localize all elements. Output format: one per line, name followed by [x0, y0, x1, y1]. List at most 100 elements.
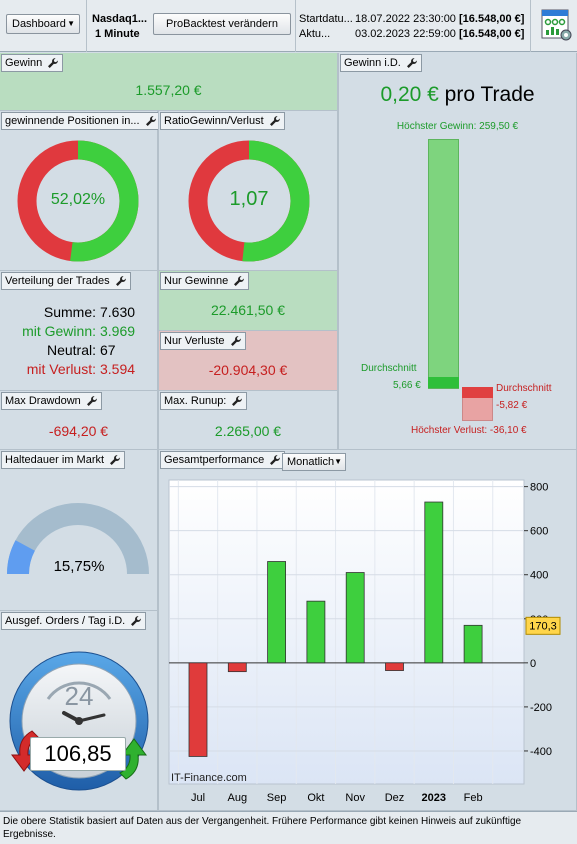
avg-gain-value: 5,66 € — [393, 380, 421, 391]
max-drawdown-title: Max Drawdown — [1, 392, 102, 410]
bar-2023[interactable] — [424, 501, 444, 664]
max-runup-title: Max. Runup: — [160, 392, 248, 410]
winning-positions-title: gewinnende Positionen in... — [1, 112, 161, 130]
wrench-icon[interactable] — [233, 275, 245, 287]
disclaimer: Die obere Statistik basiert auf Daten au… — [0, 811, 577, 844]
wrench-icon[interactable] — [145, 115, 157, 127]
holding-time-gauge — [7, 503, 149, 575]
ratio-donut — [188, 140, 310, 262]
neutral-count: 67 — [100, 342, 116, 358]
distribution-title-label: Verteilung der Trades — [5, 275, 110, 287]
bar-dez[interactable] — [385, 662, 404, 671]
only-gains-title: Nur Gewinne — [160, 272, 250, 290]
dashboard-dropdown[interactable]: Dashboard ▼ — [6, 14, 80, 34]
x-tick-label: Nov — [345, 792, 365, 804]
wrench-icon[interactable] — [406, 57, 418, 69]
gewinn-value: 1.557,20 € — [135, 82, 202, 98]
orders-per-day-value: 106,85 — [30, 737, 126, 771]
performance-chart: 8006004002000-200-400 JulAugSepOktNovDez… — [168, 479, 561, 804]
y-tick-label: -200 — [530, 702, 552, 714]
current-value-marker: 170,3 — [525, 616, 561, 635]
wrench-icon[interactable] — [269, 454, 281, 466]
period-dropdown[interactable]: Monatlich ▼ — [282, 453, 346, 471]
wrench-icon[interactable] — [86, 395, 98, 407]
gewinn-title: Gewinn — [1, 54, 64, 72]
winning-positions-donut — [17, 140, 139, 262]
bar-jul[interactable] — [188, 662, 208, 757]
period-label: Monatlich — [287, 456, 335, 468]
date-range: Startdatu... 18.07.2022 23:30:00 [16.548,0… — [299, 12, 524, 42]
only-losses-title: Nur Verluste — [160, 332, 246, 350]
x-tick-label: Jul — [191, 792, 205, 804]
current-equity: [16.548,00 €] — [459, 28, 525, 40]
neutral-label: Neutral: — [46, 342, 96, 358]
max-drawdown-panel: Max Drawdown -694,20 € — [0, 391, 158, 450]
distribution-list: Summe: 7.630 mit Gewinn: 3.969 Neutral: 67 … — [0, 303, 154, 379]
start-date: 18.07.2022 23:30:00 — [355, 13, 456, 25]
distribution-panel: Verteilung der Trades Summe: 7.630 mit Ge… — [0, 271, 158, 391]
wrench-icon[interactable] — [115, 275, 127, 287]
instrument-name: Nasdaq1... — [92, 13, 148, 25]
avg-loss-bar — [462, 387, 493, 398]
start-date-label: Startdatu... — [299, 13, 353, 25]
x-tick-label: Okt — [307, 792, 324, 804]
x-tick-label: Feb — [464, 792, 483, 804]
clock-number: 24 — [65, 681, 94, 711]
ratio-title: RatioGewinn/Verlust — [160, 112, 285, 130]
gewinn-panel: Gewinn 1.557,20 € — [0, 53, 338, 111]
start-equity: [16.548,00 €] — [459, 13, 525, 25]
y-tick-label: -400 — [530, 746, 552, 758]
wrench-icon[interactable] — [230, 335, 242, 347]
bar-sep[interactable] — [267, 561, 286, 664]
win-count: 3.969 — [100, 323, 136, 339]
gewinn-id-suffix: pro Trade — [444, 83, 535, 106]
toolbar-divider — [295, 0, 296, 52]
avg-loss-value: -5,82 € — [496, 400, 528, 411]
max-runup-title-label: Max. Runup: — [164, 395, 227, 407]
x-tick-label: 2023 — [422, 792, 446, 804]
only-losses-title-label: Nur Verluste — [164, 335, 225, 347]
report-settings-icon[interactable] — [541, 8, 573, 42]
max-runup-panel: Max. Runup: 2.265,00 € — [158, 391, 338, 450]
timeframe: 1 Minute — [95, 28, 140, 40]
sum-value: 7.630 — [100, 304, 136, 320]
holding-time-title-label: Haltedauer im Markt — [5, 454, 105, 466]
instrument-info: Nasdaq1... 1 Minute — [92, 12, 147, 42]
orders-per-day-panel: Ausgef. Orders / Tag i.D. 24 106,85 — [0, 611, 158, 811]
orders-per-day-title-label: Ausgef. Orders / Tag i.D. — [5, 615, 126, 627]
max-drawdown-value: -694,20 € — [48, 423, 109, 439]
gewinn-id-title: Gewinn i.D. — [340, 54, 422, 72]
orders-per-day-title: Ausgef. Orders / Tag i.D. — [1, 612, 147, 630]
bar-okt[interactable] — [306, 600, 326, 664]
only-gains-value: 22.461,50 € — [211, 302, 285, 318]
avg-gain-label: Durchschnitt — [361, 363, 417, 374]
gewinn-id-panel: Gewinn i.D. 0,20 € pro Trade Höchster Ge… — [338, 53, 577, 450]
only-losses-value: -20.904,30 € — [208, 362, 288, 378]
loss-count-label: mit Verlust: — [26, 361, 96, 377]
toolbar: Dashboard ▼ Nasdaq1... 1 Minute ProBackt… — [0, 0, 577, 52]
chevron-down-icon: ▼ — [334, 457, 342, 466]
gewinn-title-label: Gewinn — [5, 57, 43, 69]
bar-aug[interactable] — [227, 662, 247, 673]
winning-positions-title-label: gewinnende Positionen in... — [5, 115, 140, 127]
chart-watermark: IT-Finance.com — [171, 772, 247, 784]
x-tick-label: Dez — [385, 792, 405, 804]
clock-icon: 24 — [9, 651, 149, 791]
wrench-icon[interactable] — [231, 395, 243, 407]
change-backtest-button[interactable]: ProBacktest verändern — [153, 13, 291, 35]
gewinn-id-value: 0,20 € — [380, 83, 439, 106]
wrench-icon[interactable] — [269, 115, 281, 127]
total-performance-panel: Gesamtperformance Monatlich ▼ 800 600 400 2… — [158, 450, 577, 811]
wrench-icon[interactable] — [130, 615, 142, 627]
holding-time-value: 15,75% — [53, 558, 105, 575]
bar-nov[interactable] — [345, 572, 365, 664]
winning-positions-value: 52,02% — [50, 191, 106, 208]
gewinn-id-headline: 0,20 € pro Trade — [339, 83, 576, 107]
x-tick-label: Aug — [228, 792, 248, 804]
holding-time-title: Haltedauer im Markt — [1, 451, 126, 469]
only-gains-title-label: Nur Gewinne — [164, 275, 229, 287]
ratio-panel: RatioGewinn/Verlust 1,07 — [158, 111, 338, 271]
wrench-icon[interactable] — [47, 57, 59, 69]
wrench-icon[interactable] — [109, 454, 121, 466]
bar-feb[interactable] — [463, 624, 483, 664]
